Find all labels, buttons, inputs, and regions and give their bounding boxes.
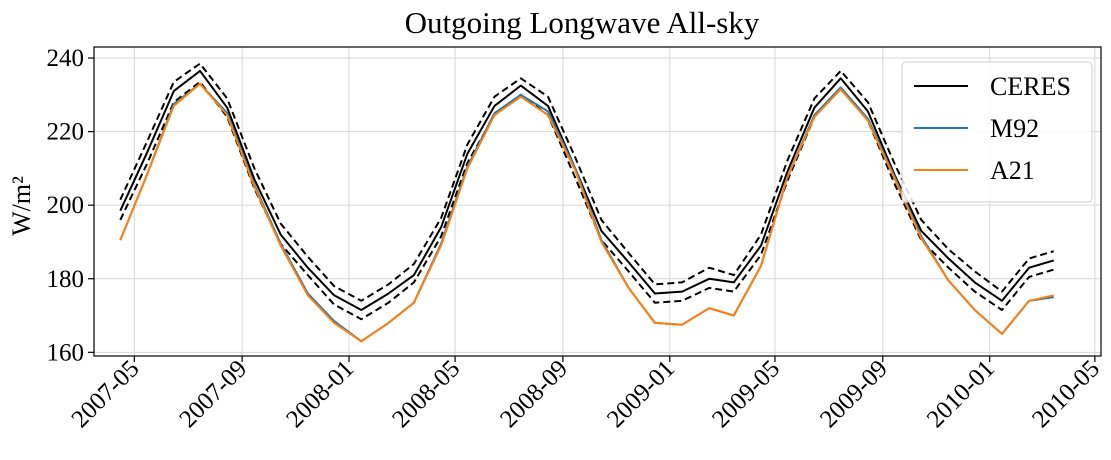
y-axis-label: W/m² — [7, 176, 36, 236]
y-tick-label: 160 — [47, 339, 85, 366]
legend-label: A21 — [990, 156, 1035, 185]
y-tick-label: 220 — [47, 119, 85, 146]
series-line-1 — [119, 62, 1054, 302]
x-tick-label: 2010-01 — [922, 355, 1000, 433]
x-tick-label: 2009-01 — [602, 355, 680, 433]
x-ticks: 2007-05 2007-09 2008-01 2008-05 2008-09 2009-… — [67, 355, 1106, 433]
y-tick-label: 240 — [47, 45, 85, 72]
y-tick-label: 200 — [47, 192, 85, 219]
legend: CERES M92 A21 — [901, 61, 1093, 203]
chart-title: Outgoing Longwave All-sky — [405, 5, 760, 40]
x-tick-label: 2009-09 — [815, 355, 893, 433]
legend-label: M92 — [990, 114, 1039, 143]
legend-label: CERES — [990, 72, 1071, 101]
y-ticks: 160 180 200 220 240 — [47, 45, 94, 366]
plot-series — [119, 62, 1054, 343]
plot-frame — [93, 46, 1102, 357]
x-tick-label: 2007-09 — [174, 355, 252, 433]
x-tick-label: 2008-01 — [281, 355, 359, 433]
series-line-4 — [119, 82, 1054, 343]
x-tick-label: 2010-05 — [1027, 355, 1105, 433]
x-tick-label: 2008-09 — [495, 355, 573, 433]
legend-box — [901, 61, 1093, 203]
x-tick-label: 2009-05 — [707, 355, 785, 433]
x-tick-label: 2008-05 — [387, 355, 465, 433]
x-tick-label: 2007-05 — [67, 355, 145, 433]
y-tick-label: 180 — [47, 266, 85, 293]
